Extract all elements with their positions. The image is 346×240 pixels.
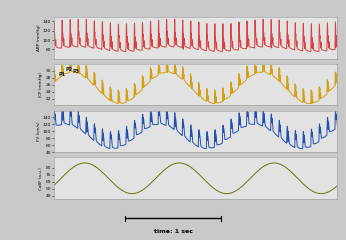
Y-axis label: ICP (mmHg): ICP (mmHg)	[39, 72, 43, 97]
Text: P3: P3	[73, 69, 80, 74]
Y-axis label: FV (cm/s): FV (cm/s)	[37, 122, 40, 141]
Text: P1: P1	[59, 72, 66, 77]
Text: P2: P2	[65, 67, 72, 72]
Y-axis label: ABP (mmHg): ABP (mmHg)	[37, 24, 40, 51]
Y-axis label: CaBF (a.u.): CaBF (a.u.)	[39, 167, 43, 190]
Text: time: 1 sec: time: 1 sec	[154, 229, 192, 234]
